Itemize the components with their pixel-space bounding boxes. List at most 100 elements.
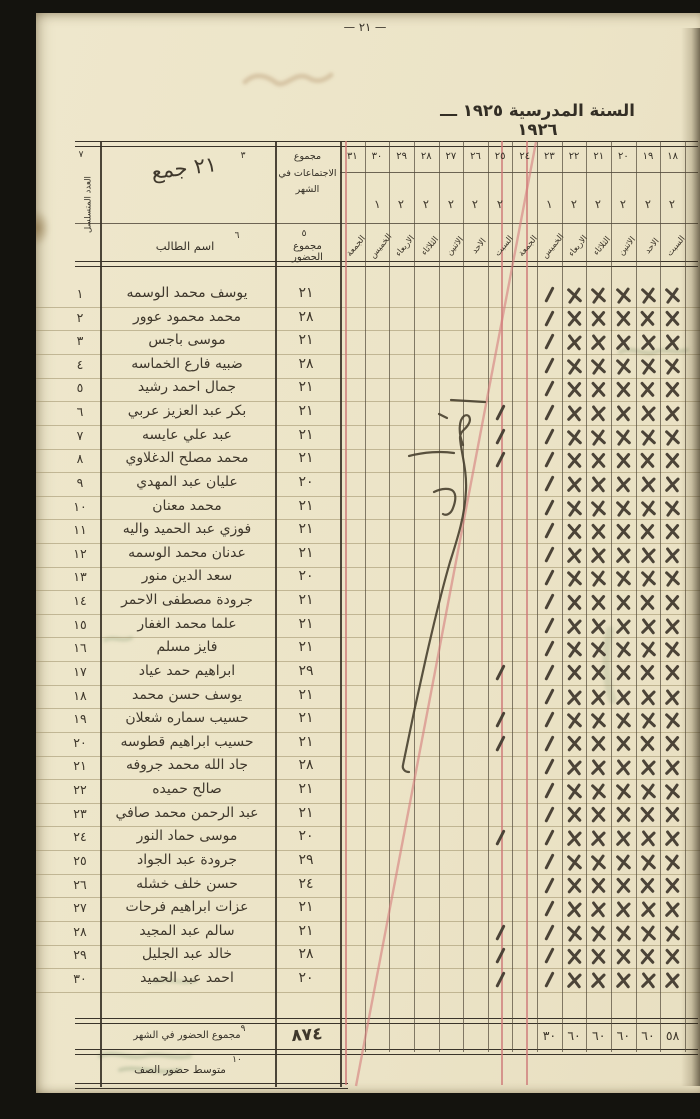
attendance-mark-x [614, 475, 631, 492]
attendance-mark-x [614, 782, 631, 799]
day-column-header: ٢٤ [519, 151, 531, 162]
row-attendance-total: ٢١ [298, 804, 314, 821]
row-rule [36, 731, 700, 733]
page-title: السنة المدرسية ١٩٢٥ ـــ ١٩٢٦ [440, 101, 635, 139]
attendance-mark-x [565, 830, 582, 847]
row-serial: ١١ [73, 522, 87, 538]
row-attendance-total: ٢١ [298, 379, 314, 396]
day-column-header: ١٨ [667, 151, 678, 162]
header-bottom-rule [75, 261, 698, 267]
day-column-header: ٣٠ [371, 151, 383, 162]
row-attendance-total: ٢٤ [298, 875, 314, 892]
attendance-mark-x [640, 878, 656, 894]
day-column-header: ٢١ [593, 151, 605, 162]
row-rule [36, 802, 700, 804]
attendance-mark-x [639, 475, 656, 492]
attendance-mark-x [590, 948, 606, 964]
attendance-mark-x [639, 971, 656, 988]
attendance-mark-x [590, 807, 606, 823]
row-rule [36, 543, 700, 544]
student-name: عليان عبد المهدي [136, 473, 238, 490]
attendance-mark-x [615, 594, 631, 610]
attendance-mark-slash [543, 546, 556, 563]
attendance-mark-slash [543, 971, 556, 988]
row-rule [36, 708, 700, 710]
attendance-mark-slash [543, 877, 556, 894]
attendance-mark-x [639, 924, 656, 941]
attendance-mark-x [614, 688, 631, 705]
attendance-mark-x [639, 711, 656, 728]
attendance-mark-x [664, 428, 681, 445]
attendance-mark-x [639, 499, 656, 516]
attendance-mark-x [614, 428, 631, 445]
row-attendance-total: ٢٩ [298, 662, 314, 679]
header-mid-divider [75, 223, 698, 224]
attendance-mark-slash [543, 404, 556, 421]
average-row-label: متوسط حضور الصف [134, 1064, 226, 1076]
row-attendance-total: ٢١ [298, 615, 314, 632]
attendance-mark-x [566, 878, 582, 894]
attendance-mark-x [664, 404, 681, 421]
attendance-mark-x [640, 736, 656, 752]
attendance-mark-x [639, 404, 656, 421]
attendance-mark-x [565, 759, 582, 776]
row-attendance-total: ٢١ [298, 592, 314, 609]
attendance-mark-x [590, 759, 607, 776]
attendance-mark-slash [543, 900, 556, 917]
row-rule [36, 944, 700, 946]
attendance-mark-x [639, 641, 656, 658]
row-serial: ٢٥ [73, 852, 87, 868]
student-name: جرودة عبد الجواد [136, 851, 238, 868]
row-serial: ١٧ [73, 663, 87, 679]
row-serial: ٣٠ [73, 970, 87, 986]
attendance-mark-x [590, 711, 607, 728]
student-name: حسيب سماره شعلان [125, 710, 249, 727]
row-attendance-total: ٢١ [298, 450, 314, 467]
attendance-mark-x [590, 428, 607, 445]
attendance-mark-slash [494, 947, 507, 964]
student-name: خالد عبد الجليل [141, 946, 232, 963]
row-attendance-total: ٢٠ [298, 568, 314, 585]
attendance-mark-x [590, 357, 607, 374]
attendance-mark-x [664, 381, 680, 397]
row-attendance-total: ٢١ [298, 686, 314, 703]
attendance-mark-x [664, 357, 681, 374]
student-name: محمد محمود عوور [132, 308, 242, 325]
row-serial: ٤ [76, 356, 84, 372]
attendance-mark-slash [543, 593, 556, 610]
attendance-mark-x [590, 688, 607, 705]
pre-totals-rule [75, 1018, 698, 1024]
total-days-divider [340, 141, 342, 1087]
attendance-mark-slash [543, 664, 556, 681]
attendance-mark-x [565, 853, 582, 870]
day-total-value: ٦٠ [591, 1028, 606, 1043]
row-serial: ١٣ [73, 569, 87, 585]
attendance-mark-x [639, 286, 656, 303]
day-total-value: ٦٠ [641, 1028, 655, 1043]
attendance-mark-x [590, 924, 607, 941]
grid-line-day-column [635, 141, 637, 1052]
attendance-mark-slash [543, 688, 556, 705]
attendance-mark-x [566, 523, 582, 539]
row-serial: ٨ [76, 451, 84, 467]
day-column-header: ٢٥ [494, 151, 506, 162]
page-curl-shadow [681, 28, 700, 1086]
attendance-mark-x [565, 782, 582, 799]
month-cell-footnote: ٣ [240, 151, 246, 161]
attendance-mark-x [664, 688, 681, 705]
attendance-mark-x [615, 665, 631, 681]
row-attendance-total: ٢١ [298, 544, 314, 561]
attendance-mark-x [614, 853, 631, 870]
red-holiday-line-1 [501, 141, 503, 1085]
attendance-mark-x [565, 286, 582, 303]
student-name: عزات ابراهيم فرحات [125, 899, 249, 916]
grid-line-day-column [364, 141, 366, 1052]
attendance-mark-x [615, 381, 631, 397]
attendance-mark-x [615, 878, 631, 894]
attendance-mark-x [614, 570, 631, 587]
row-attendance-total: ٢١ [298, 497, 314, 514]
attendance-mark-x [614, 617, 631, 634]
row-serial: ١٩ [73, 711, 87, 727]
attendance-mark-x [590, 853, 607, 870]
day-total-value: ٦٠ [567, 1028, 581, 1043]
